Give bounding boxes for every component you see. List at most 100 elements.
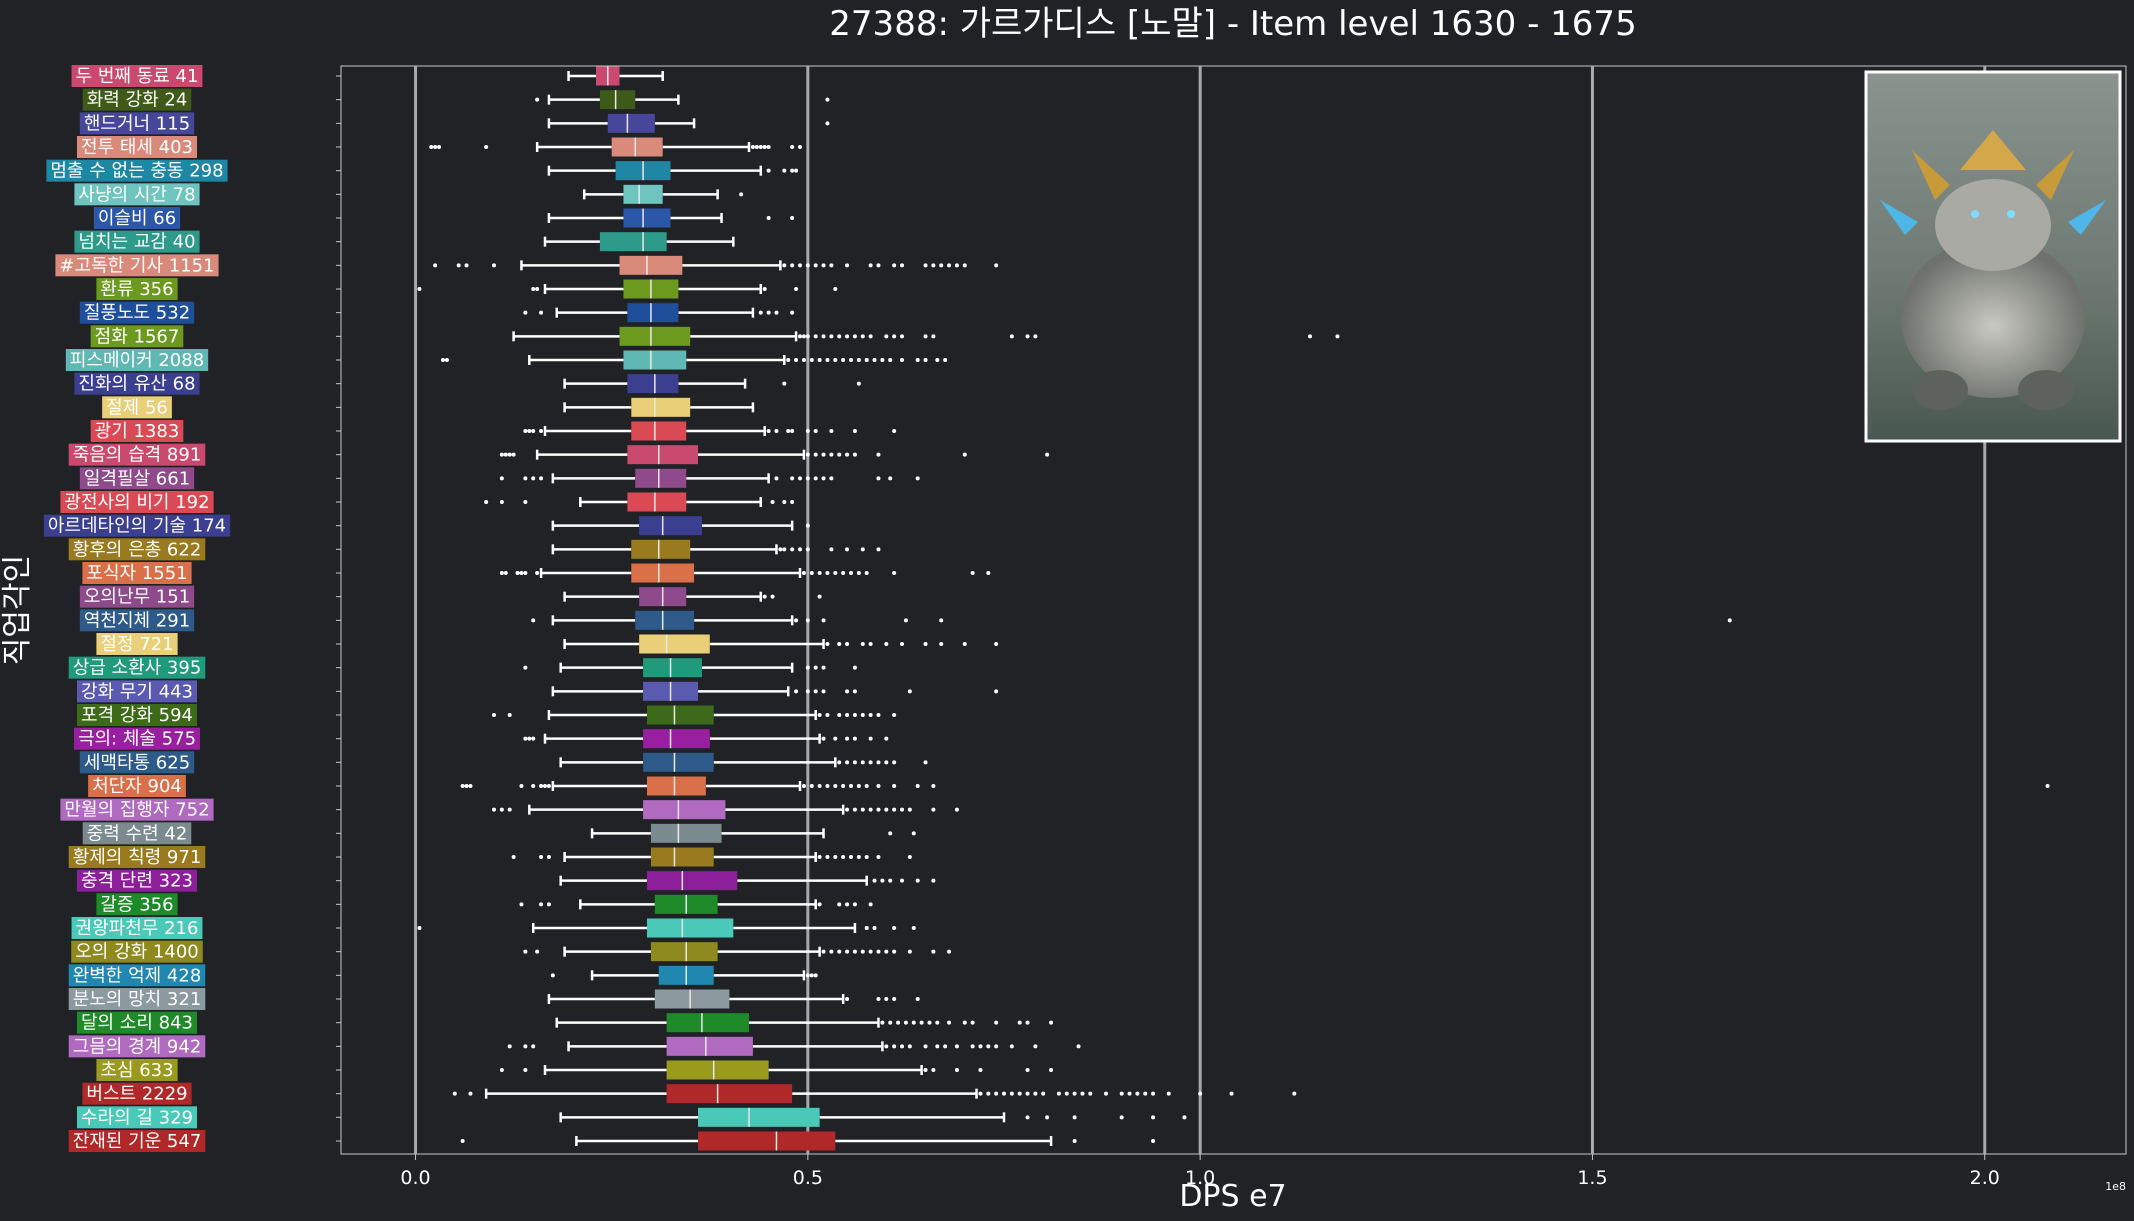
outlier-point xyxy=(805,334,810,339)
outlier-point xyxy=(468,1091,473,1096)
outlier-point xyxy=(825,358,830,362)
outlier-point xyxy=(1151,1139,1156,1143)
box-44 xyxy=(452,1084,1297,1104)
category-label-bg xyxy=(68,656,206,679)
outlier-point xyxy=(1166,1091,1171,1096)
outlier-point xyxy=(821,263,826,268)
box-14 xyxy=(563,374,861,394)
x-tick-label: 1.5 xyxy=(1577,1167,1607,1189)
outlier-point xyxy=(970,1020,975,1025)
category-label: 광기 1383 xyxy=(90,420,184,442)
outlier-point xyxy=(798,476,802,481)
outlier-point xyxy=(837,760,842,765)
outlier-point xyxy=(535,287,540,291)
category-label: 초심 633 xyxy=(96,1059,178,1081)
x-axis-label: DPS e7 xyxy=(1179,1179,1286,1214)
outlier-point xyxy=(837,713,842,717)
outlier-point xyxy=(805,476,810,481)
category-label-text: 황후의 은총 622 xyxy=(73,539,202,560)
outlier-point xyxy=(484,145,489,149)
outlier-point xyxy=(754,145,759,149)
category-label: 포격 강화 594 xyxy=(76,704,198,726)
category-label-text: 아르데타인의 기술 174 xyxy=(48,516,226,537)
category-label-bg xyxy=(76,1011,198,1034)
outlier-point xyxy=(1049,1068,1054,1072)
category-label-bg xyxy=(82,1082,192,1105)
outlier-point xyxy=(931,1068,936,1072)
category-label: 권왕파천무 216 xyxy=(71,917,203,939)
outlier-point xyxy=(1025,1091,1030,1096)
outlier-point xyxy=(790,547,795,552)
outlier-point xyxy=(452,1091,457,1096)
box-32 xyxy=(492,800,959,820)
iqr-box xyxy=(623,350,687,370)
category-label-bg xyxy=(79,301,195,324)
outlier-point xyxy=(919,1020,924,1025)
outlier-point xyxy=(805,263,810,268)
outlier-point xyxy=(923,358,928,362)
box-33 xyxy=(590,823,916,843)
outlier-point xyxy=(876,855,881,859)
outlier-point xyxy=(841,855,846,859)
category-label-bg xyxy=(79,467,195,490)
outlier-point xyxy=(766,216,771,220)
outlier-point xyxy=(1009,1044,1014,1049)
outlier-point xyxy=(790,216,795,220)
category-label-bg xyxy=(71,917,203,939)
outlier-point xyxy=(766,429,771,433)
outlier-point xyxy=(1080,1091,1085,1096)
outlier-point xyxy=(892,429,897,433)
outlier-point xyxy=(962,263,967,268)
box-27 xyxy=(551,681,999,701)
outlier-point xyxy=(550,973,555,978)
outlier-point xyxy=(790,476,795,481)
box-15 xyxy=(563,397,755,417)
box-39 xyxy=(550,965,818,985)
outlier-point xyxy=(868,736,873,741)
outlier-point xyxy=(900,878,904,883)
iqr-box xyxy=(647,776,706,796)
outlier-point xyxy=(880,1020,885,1025)
category-label-bg xyxy=(68,988,206,1010)
outlier-point xyxy=(845,949,850,954)
outlier-point xyxy=(935,1020,940,1025)
category-label-bg xyxy=(55,254,219,277)
outlier-point xyxy=(845,713,850,717)
iqr-box xyxy=(639,634,710,654)
outlier-point xyxy=(758,145,763,149)
category-label-bg xyxy=(90,420,184,442)
outlier-point xyxy=(539,855,544,859)
category-label-text: 갈증 356 xyxy=(100,894,173,915)
outlier-point xyxy=(900,263,904,268)
outlier-point xyxy=(817,902,822,907)
outlier-point xyxy=(837,452,842,457)
category-label: 만월의 집행자 752 xyxy=(60,798,214,821)
category-label-text: 오의 강화 1400 xyxy=(75,942,199,963)
outlier-point xyxy=(931,263,936,268)
outlier-point xyxy=(884,334,889,339)
iqr-box xyxy=(631,397,691,417)
outlier-point xyxy=(829,949,834,954)
outlier-point xyxy=(1045,1115,1050,1120)
outlier-point xyxy=(762,594,767,599)
y-axis-label: 직업각인 xyxy=(0,555,35,665)
outlier-point xyxy=(923,263,928,268)
outlier-point xyxy=(801,571,806,575)
outlier-point xyxy=(872,926,877,930)
outlier-point xyxy=(499,1068,504,1072)
outlier-point xyxy=(943,1044,948,1049)
iqr-box xyxy=(611,137,663,157)
outlier-point xyxy=(507,1044,512,1049)
iqr-box xyxy=(650,942,718,962)
category-label-bg xyxy=(65,349,209,371)
outlier-point xyxy=(539,476,544,481)
category-label-text: 포격 강화 594 xyxy=(81,705,193,726)
outlier-point xyxy=(790,145,795,149)
x-tick-label: 0.0 xyxy=(400,1167,430,1189)
outlier-point xyxy=(884,642,889,646)
iqr-box xyxy=(599,232,667,252)
outlier-point xyxy=(994,1091,999,1096)
box-7 xyxy=(547,208,795,228)
outlier-point xyxy=(805,618,810,623)
box-20 xyxy=(551,516,810,536)
